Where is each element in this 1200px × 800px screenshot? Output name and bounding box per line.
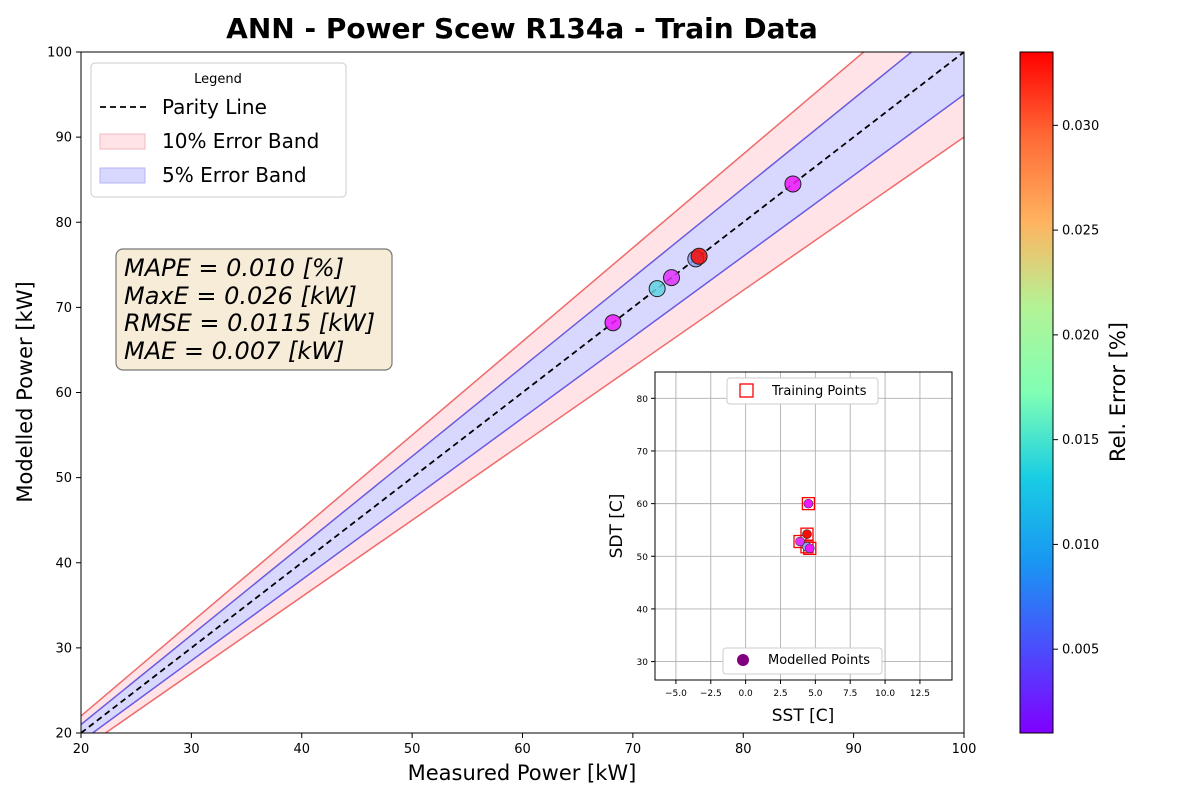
main-y-ticks: 20 30 40 50 60 70 80 90 100 [47, 46, 81, 742]
inset-modelled-point-2 [802, 529, 812, 539]
main-data-point-1 [604, 314, 622, 332]
inset-x-tick-label-6: 7.5 [843, 689, 857, 699]
main-x-tick-label-9: 100 [952, 742, 977, 757]
inset-training-legend-box [726, 377, 879, 405]
five-percent-upper-edge [81, 52, 913, 726]
colorbar-tick-label-6: 0.030 [1062, 119, 1099, 134]
colorbar-tick-label-3: 0.015 [1062, 433, 1099, 448]
metric-mape: MAPE = 0.010 [%] [124, 254, 344, 282]
inset-y-tick-label-4: 60 [637, 500, 649, 510]
inset-y-tick-label-3: 50 [637, 553, 649, 563]
metric-mae: MAE = 0.007 [kW] [124, 337, 344, 365]
colorbar-gradient [1019, 51, 1054, 734]
legend-five-percent-label: 5% Error Band [162, 163, 307, 187]
colorbar-label: Rel. Error [%] [1106, 322, 1130, 462]
main-y-axis-label: Modelled Power [kW] [13, 281, 37, 502]
inset-y-tick-label-2: 40 [637, 605, 649, 615]
main-x-tick-label-2: 30 [183, 742, 200, 757]
main-plot: 20 30 40 50 60 70 80 90 100 2030405060708090100 … [13, 46, 977, 786]
inset-y-tick-label-5: 70 [637, 447, 649, 457]
main-y-tick-label-6: 70 [55, 301, 72, 316]
main-data-point-2 [648, 280, 666, 298]
inset-plot-background [655, 372, 952, 680]
ten-percent-upper-edge [81, 52, 865, 717]
main-y-tick-label-8: 90 [55, 131, 72, 146]
legend-title: Legend [194, 72, 242, 87]
five-percent-lower-edge [91, 93, 964, 733]
inset-x-axis-label: SST [C] [772, 706, 835, 726]
inset-modelled-legend-marker [737, 654, 749, 666]
legend-five-percent-swatch [99, 167, 146, 184]
legend-ten-percent-label: 10% Error Band [162, 129, 319, 153]
inset-y-tick-label-6: 80 [637, 395, 649, 405]
main-y-tick-label-9: 100 [47, 46, 72, 61]
main-y-tick-label-4: 50 [55, 471, 72, 486]
inset-y-tick-label-1: 30 [637, 658, 649, 668]
inset-training-point-1 [801, 496, 816, 511]
inset-grid [655, 372, 952, 680]
main-x-ticks: 20 30 40 50 60 70 80 90 100 [73, 733, 977, 757]
inset-training-legend-marker [739, 383, 754, 398]
legend-box [90, 62, 347, 198]
legend-ten-percent-swatch [99, 133, 146, 150]
colorbar-tick-label-1: 0.005 [1062, 643, 1099, 658]
legend: Legend Parity Line 10% Error Band 5% Err… [90, 62, 347, 198]
metric-rmse: RMSE = 0.0115 [kW] [124, 309, 375, 337]
metrics-box-background [115, 248, 393, 371]
colorbar-ticks: 0.005 0.010 0.015 0.020 0.025 0.030 [1053, 119, 1099, 658]
inset-modelled-legend-label: Modelled Points [768, 653, 870, 668]
inset-modelled-point-5 [804, 543, 815, 554]
inset-x-tick-label-7: 10.0 [875, 689, 895, 699]
colorbar-tick-label-4: 0.020 [1062, 328, 1099, 343]
main-x-tick-label-3: 40 [293, 742, 310, 757]
inset-modelled-point-1 [803, 498, 814, 509]
parity-line [81, 52, 964, 733]
metrics-box: MAPE = 0.010 [%] MaxE = 0.026 [kW] RMSE … [115, 248, 393, 371]
main-x-tick-label-4: 50 [404, 742, 421, 757]
inset-training-legend-label: Training Points [771, 384, 867, 399]
inset-x-tick-label-2: −2.5 [700, 689, 722, 699]
main-x-tick-label-7: 80 [735, 742, 752, 757]
inset-modelled-legend-box [722, 647, 883, 675]
main-y-tick-label-3: 40 [55, 556, 72, 571]
colorbar-tick-label-5: 0.025 [1062, 224, 1099, 239]
colorbar-tick-label-2: 0.010 [1062, 538, 1099, 553]
five-percent-error-band [81, 52, 964, 733]
inset-y-ticks: 30 40 50 60 70 80 [637, 395, 655, 668]
main-y-tick-label-7: 80 [55, 216, 72, 231]
inset-x-tick-label-1: −5.0 [665, 689, 687, 699]
inset-plot-frame [654, 371, 953, 681]
main-x-axis-label: Measured Power [kW] [408, 761, 637, 785]
colorbar: 0.005 0.010 0.015 0.020 0.025 0.030 Rel. Erro… [1019, 51, 1130, 734]
inset-y-axis-label: SDT [C] [607, 494, 627, 559]
inset-x-tick-label-8: 12.5 [910, 689, 930, 699]
inset-x-tick-label-5: 5.0 [808, 689, 823, 699]
inset-x-tick-label-3: 0.0 [738, 689, 753, 699]
main-x-tick-label-5: 60 [514, 742, 531, 757]
main-x-tick-label-8: 90 [845, 742, 862, 757]
inset-x-ticks: −5.0 −2.5 0.0 2.5 5.0 7.5 10.0 12.5 [665, 680, 930, 699]
main-data-point-6 [784, 175, 802, 193]
legend-parity-label: Parity Line [162, 95, 267, 119]
inset-x-tick-label-4: 2.5 [773, 689, 787, 699]
main-y-tick-label-5: 60 [55, 386, 72, 401]
inset-plot: −5.0 −2.5 0.0 2.5 5.0 7.5 10.0 12.5 30 40 50 60 70 8… [607, 371, 953, 726]
main-y-tick-label-2: 30 [55, 641, 72, 656]
inset-training-point-3 [793, 534, 807, 549]
main-data-points [604, 175, 802, 332]
chart-title: ANN - Power Scew R134a - Train Data [226, 12, 818, 45]
main-y-tick-label-1: 20 [55, 727, 72, 742]
main-data-point-5 [690, 247, 708, 265]
main-data-point-3 [663, 269, 681, 287]
inset-modelled-point-3 [795, 536, 805, 547]
ten-percent-lower-edge [104, 136, 964, 733]
metric-maxe: MaxE = 0.026 [kW] [124, 282, 357, 310]
inset-modelled-points [795, 498, 815, 554]
main-x-tick-label-1: 20 [73, 742, 90, 757]
main-x-tick-label-6: 70 [625, 742, 642, 757]
